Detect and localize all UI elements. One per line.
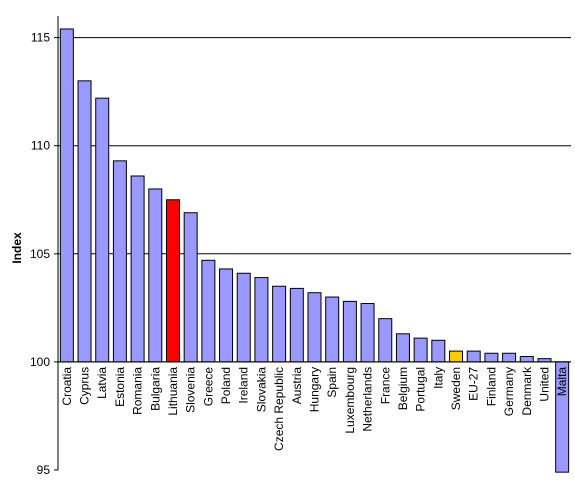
x-tick-label: Sweden: [449, 367, 463, 410]
bar-slovakia: [254, 277, 269, 363]
x-tick-label: Estonia: [113, 367, 127, 407]
x-tick-label: Czech Republic: [272, 367, 286, 451]
bar-germany: [502, 352, 517, 363]
bar-romania: [130, 175, 145, 363]
x-tick-label: France: [378, 367, 392, 405]
bar-estonia: [112, 160, 127, 363]
y-tick-label: 95: [37, 463, 51, 477]
bar-czech-republic: [272, 285, 287, 363]
bar-ireland: [236, 272, 251, 363]
bar-belgium: [395, 333, 410, 363]
y-tick-label: 105: [30, 247, 50, 261]
x-tick-label: Cyprus: [78, 367, 92, 405]
bar-eu-27: [466, 350, 481, 363]
x-tick-label: Bulgaria: [148, 367, 162, 411]
bar-austria: [289, 287, 304, 363]
x-tick-label: Austria: [290, 367, 304, 405]
x-tick-label: Belgium: [396, 367, 410, 410]
x-tick-label: Romania: [131, 367, 145, 415]
y-axis-title: Index: [10, 232, 24, 264]
x-tick-label: Poland: [219, 367, 233, 404]
x-tick-label: United: [537, 367, 551, 402]
x-tick-label: Slovakia: [254, 367, 268, 413]
x-tick-label: Germany: [502, 367, 516, 416]
bar-france: [378, 318, 393, 363]
bar-finland: [484, 352, 499, 363]
x-tick-label: Lithuania: [166, 367, 180, 416]
labels: Croatia Cyprus Latvia Estonia Romania Bulgari…: [60, 366, 569, 451]
x-tick-label: Hungary: [308, 367, 322, 412]
bar-bulgaria: [148, 188, 163, 363]
bar-lithuania: [165, 199, 180, 363]
bar-cyprus: [77, 80, 92, 363]
bar-italy: [431, 339, 446, 363]
bar-portugal: [413, 337, 428, 363]
bar-greece: [201, 259, 216, 363]
x-tick-label: Italy: [431, 367, 445, 389]
x-tick-label: Portugal: [414, 367, 428, 412]
axes: 95 100 105 110 115: [30, 16, 571, 477]
bar-denmark: [519, 356, 534, 363]
x-tick-label: Denmark: [520, 366, 534, 416]
bars: [59, 28, 570, 473]
x-tick-label: Ireland: [237, 367, 251, 404]
x-tick-label: Malta: [555, 367, 569, 397]
x-tick-label: Luxembourg: [343, 367, 357, 434]
bar-slovenia: [183, 212, 198, 363]
bar-latvia: [95, 97, 110, 363]
x-tick-label: Netherlands: [361, 367, 375, 432]
x-tick-label: Finland: [484, 367, 498, 406]
bar-spain: [325, 296, 340, 363]
x-tick-label: Croatia: [60, 367, 74, 406]
bar-hungary: [307, 292, 322, 363]
bar-netherlands: [360, 303, 375, 363]
x-tick-label: Slovenia: [184, 367, 198, 413]
bar-croatia: [59, 28, 74, 363]
x-tick-label: EU-27: [467, 367, 481, 401]
y-tick-label: 110: [31, 139, 50, 153]
x-tick-label: Greece: [201, 367, 215, 407]
bar-sweden: [449, 350, 464, 363]
bar-poland: [219, 268, 234, 363]
x-tick-label: Latvia: [95, 367, 109, 399]
y-tick-label: 100: [30, 355, 50, 369]
bar-luxembourg: [342, 300, 357, 363]
x-tick-label: Spain: [325, 367, 339, 398]
y-tick-label: 115: [31, 31, 50, 45]
